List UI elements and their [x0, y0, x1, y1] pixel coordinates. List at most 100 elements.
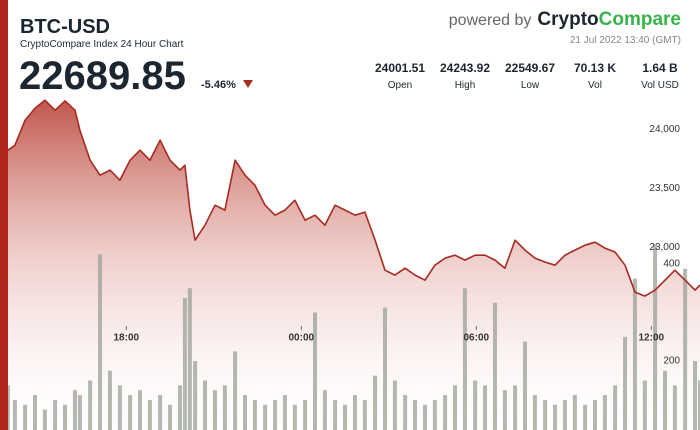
volume-bar [322, 390, 327, 430]
volume-bar [77, 395, 82, 430]
volume-bar [613, 385, 618, 430]
volume-bar [177, 385, 182, 430]
powered-by: powered by CryptoCompare [449, 9, 681, 30]
volume-bar [313, 312, 317, 430]
volume-bar [642, 380, 647, 430]
stat-label: Low [521, 80, 540, 91]
volume-bar [513, 385, 518, 430]
volume-bar [683, 268, 688, 430]
volume-bar [72, 390, 77, 430]
volume-bar [532, 395, 537, 430]
volume-bar [243, 395, 247, 430]
volume-bar [392, 380, 397, 430]
volume-bar [343, 404, 348, 430]
volume-bar [107, 370, 112, 430]
volume-bar [187, 288, 192, 430]
volume-bar [117, 385, 122, 430]
volume-bar [63, 404, 68, 430]
x-tick-label: 18:00 [114, 333, 140, 344]
volume-bar [562, 399, 567, 430]
volume-bar [352, 395, 357, 430]
stat-value: 24001.51 [375, 61, 425, 75]
y-tick-label: 23,000 [649, 242, 680, 253]
volume-bar [413, 399, 418, 430]
date: 21 Jul 2022 13:40 (GMT) [570, 35, 681, 46]
volume-bar [403, 395, 408, 430]
volume-bar [383, 307, 387, 430]
x-tick-label: 00:00 [289, 333, 315, 344]
volume-bar [443, 395, 448, 430]
stat-value: 24243.92 [440, 61, 490, 75]
volume-bar [233, 351, 238, 430]
volume-bar [53, 399, 58, 430]
stat-label: Vol [588, 80, 602, 91]
x-tick-label: 06:00 [464, 333, 490, 344]
volume-bar [602, 395, 607, 430]
accent-bar [0, 0, 8, 430]
volume-bar [663, 370, 667, 430]
volume-bar [252, 399, 257, 430]
volume-bar [138, 390, 142, 430]
volume-bar [483, 385, 488, 430]
volume-bar [623, 336, 628, 430]
volume-bar [632, 278, 637, 430]
y-tick-label: 23,500 [649, 183, 680, 194]
volume-bar [593, 399, 597, 430]
stat-value: 70.13 K [574, 61, 616, 75]
volume-bar [373, 375, 378, 430]
powered-by-text: powered by [449, 12, 532, 29]
stat-value: 22549.67 [505, 61, 555, 75]
plot-area: 23,000 23,500 24,000 200 400 18:00 00:00 06:00 1… [0, 99, 700, 430]
subtitle: CryptoCompare Index 24 Hour Chart [20, 39, 184, 50]
volume-bar [453, 385, 457, 430]
volume-bar [672, 385, 677, 430]
volume-bar [222, 385, 227, 430]
volume-bar [128, 395, 133, 430]
volume-bar [212, 390, 217, 430]
volume-bar [147, 399, 152, 430]
volume-bar [523, 341, 527, 430]
y2-tick-label: 200 [663, 356, 680, 367]
volume-bar [282, 395, 287, 430]
volume-bar [422, 404, 427, 430]
volume-bar [263, 404, 268, 430]
volume-bar [42, 409, 47, 430]
volume-bar [33, 395, 37, 430]
volume-bar [432, 399, 437, 430]
volume-bar [168, 404, 173, 430]
stat-label: High [455, 80, 476, 91]
change: -5.46% [201, 79, 236, 91]
brand-first: Crypto [537, 9, 598, 30]
volume-bar [492, 302, 497, 430]
volume-bar [462, 288, 467, 430]
volume-bar [553, 404, 558, 430]
volume-bar [543, 399, 548, 430]
volume-bar [193, 361, 198, 430]
brand-second: Compare [599, 9, 681, 30]
stat-value: 1.64 B [642, 61, 678, 75]
stat-label: Vol USD [641, 80, 679, 91]
volume-bar [12, 399, 17, 430]
volume-bar [698, 380, 700, 430]
volume-bar [583, 404, 588, 430]
volume-bar [158, 395, 163, 430]
volume-bar [473, 380, 478, 430]
volume-bar [203, 380, 208, 430]
price-line [7, 99, 700, 297]
volume-bar [333, 399, 338, 430]
volume-bar [273, 399, 278, 430]
volume-bar [182, 297, 187, 430]
stat-label: Open [388, 80, 412, 91]
volume-bar [653, 244, 658, 430]
price: 22689.85 [19, 54, 186, 98]
title: BTC-USD [20, 16, 110, 38]
volume-bar [362, 399, 367, 430]
y-tick-label: 24,000 [649, 124, 680, 135]
x-tick-label: 12:00 [639, 333, 665, 344]
volume-bar [98, 254, 103, 430]
volume-bar [303, 399, 308, 430]
down-arrow [243, 80, 253, 88]
volume-bar [693, 361, 698, 430]
